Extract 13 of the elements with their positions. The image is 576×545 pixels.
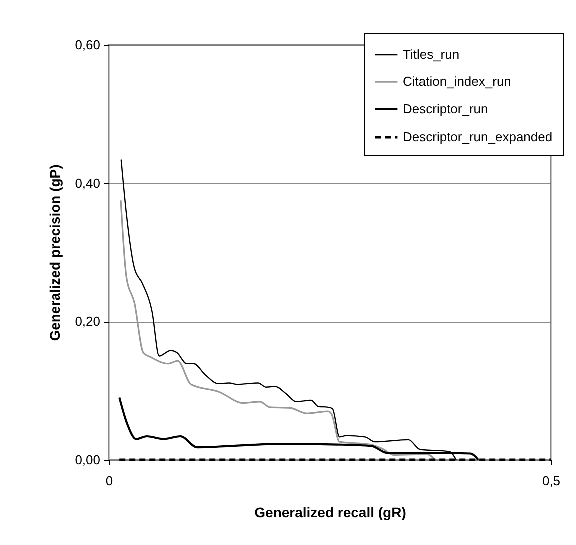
y-tick-label: 0,20 <box>75 314 100 330</box>
legend-label: Descriptor_run_expanded <box>403 130 553 144</box>
x-tick-label: 0,5 <box>542 474 561 488</box>
y-tick-label: 0,60 <box>75 38 100 52</box>
x-axis-title: Generalized recall (gR) <box>254 504 406 520</box>
legend-label: Citation_index_run <box>403 74 512 89</box>
y-axis-title: Generalized precision (gP) <box>47 164 64 342</box>
y-tick-label: 0,40 <box>75 176 100 191</box>
y-tick-label: 0,00 <box>75 452 100 468</box>
legend-label: Titles_run <box>403 47 460 62</box>
line-series <box>120 200 436 461</box>
legend-label: Descriptor_run <box>403 102 488 116</box>
x-tick-label: 0 <box>106 474 114 488</box>
